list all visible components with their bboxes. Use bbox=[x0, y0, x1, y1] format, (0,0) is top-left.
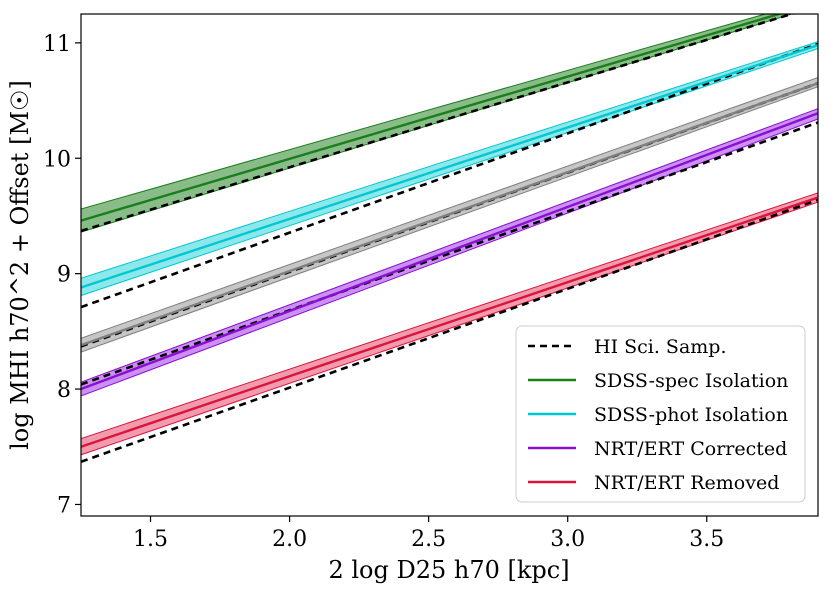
legend-label-sdss-spec-isolation: SDSS-spec Isolation bbox=[594, 370, 788, 392]
y-tick-label: 7 bbox=[57, 493, 71, 518]
dashed-line-hi-sci-samp-1 bbox=[81, 14, 796, 233]
legend: HI Sci. Samp. SDSS-spec Isolation SDSS-pho… bbox=[515, 325, 806, 503]
fit-line-sdss-phot-isolation bbox=[81, 44, 818, 289]
legend-label-sdss-phot-isolation: SDSS-phot Isolation bbox=[594, 404, 788, 426]
dashed-line-hi-sci-samp-4 bbox=[81, 121, 818, 386]
y-tick-label: 11 bbox=[43, 32, 71, 57]
x-tick-label: 3.0 bbox=[550, 527, 585, 552]
fit-line-series-3 bbox=[81, 82, 818, 347]
x-tick-label: 2.5 bbox=[411, 527, 446, 552]
x-tick-label: 3.5 bbox=[689, 527, 724, 552]
legend-label-hi-sci-samp: HI Sci. Samp. bbox=[594, 336, 727, 358]
legend-label-nrt-ert-removed: NRT/ERT Removed bbox=[594, 472, 779, 494]
y-tick-label: 10 bbox=[43, 147, 71, 172]
x-tick-label: 1.5 bbox=[133, 527, 168, 552]
fit-line-nrt-ert-removed bbox=[81, 196, 818, 448]
legend-box bbox=[515, 325, 806, 503]
x-axis-label: 2 log D25 h70 [kpc] bbox=[328, 556, 569, 584]
plot-area-frame bbox=[80, 13, 819, 517]
fit-line-nrt-ert-corrected bbox=[81, 112, 818, 391]
y-tick-label: 8 bbox=[57, 378, 71, 403]
y-tick-label: 9 bbox=[57, 263, 71, 288]
x-tick-label: 2.0 bbox=[272, 527, 307, 552]
legend-label-nrt-ert-corrected: NRT/ERT Corrected bbox=[594, 438, 787, 460]
y-axis-label: log MHI h70^2 + Offset [M☉] bbox=[6, 80, 34, 450]
dashed-line-hi-sci-samp-2 bbox=[81, 42, 818, 309]
band-nrt-ert-removed bbox=[81, 192, 818, 456]
fit-line-sdss-spec-isolation bbox=[81, 14, 784, 222]
dashed-line-hi-sci-samp-5 bbox=[81, 198, 818, 463]
